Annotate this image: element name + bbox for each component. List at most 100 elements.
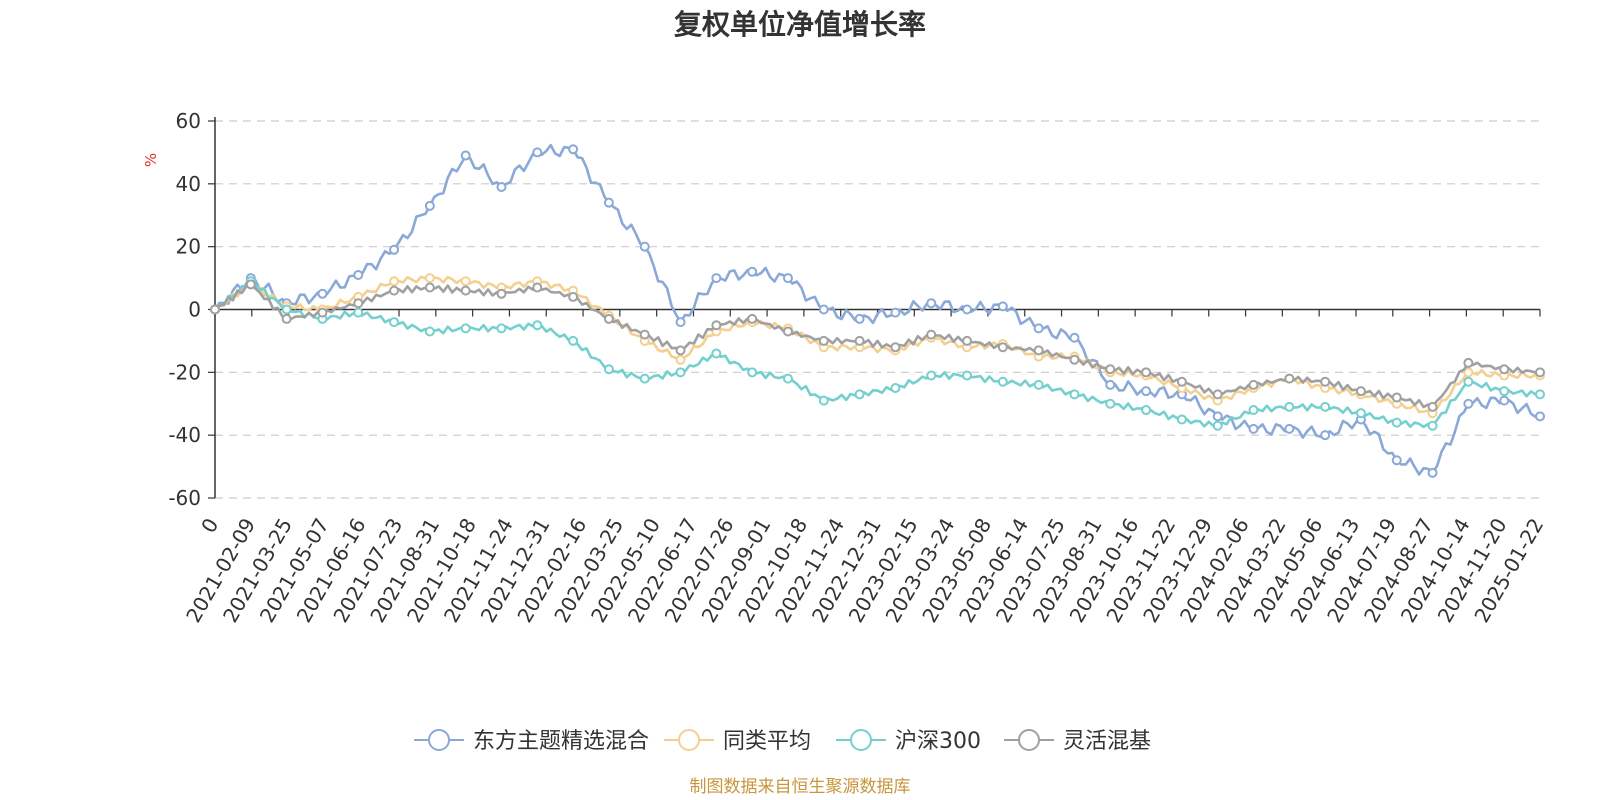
data-point [782, 273, 793, 284]
data-point [1463, 367, 1474, 378]
y-tick-label: 60 [176, 109, 201, 133]
data-point [1320, 401, 1331, 412]
data-point [997, 301, 1008, 312]
data-point [747, 266, 758, 277]
data-point [603, 313, 614, 324]
legend-label: 东方主题精选混合 [473, 729, 649, 754]
data-point [1391, 417, 1402, 428]
data-point [1463, 376, 1474, 387]
series-lines [210, 143, 1545, 478]
data-point [890, 383, 901, 394]
data-point [675, 354, 686, 365]
data-point [747, 313, 758, 324]
legend-label: 沪深300 [895, 729, 981, 754]
data-point [1463, 357, 1474, 368]
data-point [1535, 389, 1545, 400]
data-point [1248, 405, 1259, 416]
data-point [603, 364, 614, 375]
legend-item-0[interactable]: 东方主题精选混合 [414, 729, 649, 754]
data-point [1033, 379, 1044, 390]
legend-marker-icon [678, 729, 700, 751]
grid [215, 120, 1540, 499]
legend-marker-icon [850, 729, 872, 751]
data-point [854, 389, 865, 400]
data-point [1033, 345, 1044, 356]
data-point [281, 313, 292, 324]
data-point [281, 304, 292, 315]
data-point [926, 329, 937, 340]
data-point [1284, 423, 1295, 434]
data-point [568, 144, 579, 155]
data-point [389, 285, 400, 296]
data-point [460, 150, 471, 161]
data-point [890, 342, 901, 353]
data-point [1069, 389, 1080, 400]
data-point [997, 376, 1008, 387]
data-point [854, 335, 865, 346]
x-axis: 02021-02-092021-03-252021-05-072021-06-1… [181, 308, 1548, 627]
data-point [532, 147, 543, 158]
data-point [532, 320, 543, 331]
data-point [389, 317, 400, 328]
data-point [1212, 411, 1223, 422]
data-point [460, 285, 471, 296]
data-point [424, 273, 435, 284]
data-point [962, 370, 973, 381]
data-point [962, 335, 973, 346]
data-point [1033, 323, 1044, 334]
data-point [711, 320, 722, 331]
data-point [1535, 367, 1545, 378]
data-point [854, 313, 865, 324]
data-point [317, 288, 328, 299]
data-point [1105, 379, 1116, 390]
data-point [926, 370, 937, 381]
data-point [818, 304, 829, 315]
data-point [353, 307, 364, 318]
data-point [496, 323, 507, 334]
data-point [1535, 411, 1545, 422]
data-point [1499, 395, 1510, 406]
legend-item-2[interactable]: 沪深300 [836, 729, 981, 754]
series-line-0 [213, 143, 1541, 476]
data-point [926, 298, 937, 309]
y-tick-label: 20 [176, 235, 201, 259]
data-point [782, 373, 793, 384]
y-tick-label: -40 [168, 423, 201, 447]
data-point [389, 244, 400, 255]
data-point [1069, 354, 1080, 365]
data-point [1141, 405, 1152, 416]
data-point [711, 273, 722, 284]
data-point [997, 342, 1008, 353]
y-axis: -60 -40 -20 0 20 40 60 [168, 109, 216, 510]
data-point [1355, 408, 1366, 419]
y-tick-label: 40 [176, 172, 201, 196]
series-line-1 [214, 275, 1541, 415]
data-point [711, 348, 722, 359]
legend-marker-icon [1018, 729, 1040, 751]
data-point [818, 395, 829, 406]
data-point [1499, 386, 1510, 397]
data-point [890, 307, 901, 318]
data-point [1427, 401, 1438, 412]
legend: 东方主题精选混合 同类平均 沪深300 灵活混基 [414, 729, 1151, 754]
data-point [603, 197, 614, 208]
legend-item-1[interactable]: 同类平均 [664, 729, 811, 754]
data-point [818, 335, 829, 346]
legend-item-3[interactable]: 灵活混基 [1004, 729, 1151, 754]
data-point [1427, 420, 1438, 431]
data-point [747, 367, 758, 378]
data-point [1141, 386, 1152, 397]
data-point [568, 291, 579, 302]
data-point [496, 181, 507, 192]
data-point [639, 329, 650, 340]
chart-title: 复权单位净值增长率 [674, 8, 926, 41]
data-point [1391, 455, 1402, 466]
data-point [460, 276, 471, 287]
data-point [1427, 467, 1438, 478]
data-point [1248, 379, 1259, 390]
data-point [639, 241, 650, 252]
data-point [1284, 373, 1295, 384]
legend-label: 同类平均 [723, 729, 811, 754]
y-tick-label: -60 [168, 486, 201, 510]
